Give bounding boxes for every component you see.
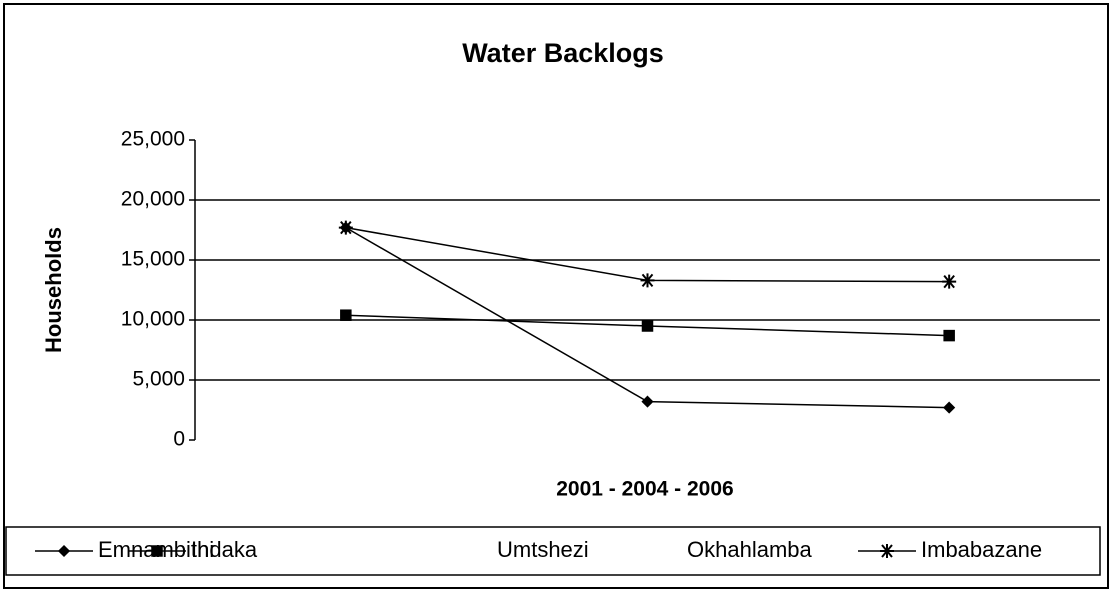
data-point (338, 220, 353, 235)
legend-label: Umtshezi (497, 537, 589, 562)
legend-box (5, 526, 1101, 576)
data-point (943, 329, 955, 342)
data-point (640, 273, 655, 288)
chart-border (3, 3, 1109, 589)
data-point (641, 320, 654, 332)
y-tick-label: 15,000 (121, 248, 185, 271)
data-point (942, 274, 957, 289)
y-tick-label: 5,000 (132, 368, 185, 391)
y-tick-label: 20,000 (121, 188, 185, 211)
y-tick-label: 25,000 (121, 128, 185, 151)
legend-marker (880, 544, 894, 558)
legend-label: Indaka (191, 537, 258, 562)
x-axis-label: 2001 - 2004 - 2006 (556, 478, 733, 501)
legend-marker (151, 545, 163, 557)
legend-label: Okhahlamba (687, 537, 813, 562)
y-axis-label: Households (41, 227, 66, 353)
chart-title: Water Backlogs (462, 38, 664, 68)
y-tick-label: 0 (173, 428, 185, 451)
legend-label: Imbabazane (921, 537, 1042, 562)
data-point (340, 309, 352, 321)
data-point (943, 401, 956, 414)
y-tick-label: 10,000 (121, 308, 185, 331)
legend-marker (57, 544, 71, 558)
data-point (641, 395, 654, 408)
